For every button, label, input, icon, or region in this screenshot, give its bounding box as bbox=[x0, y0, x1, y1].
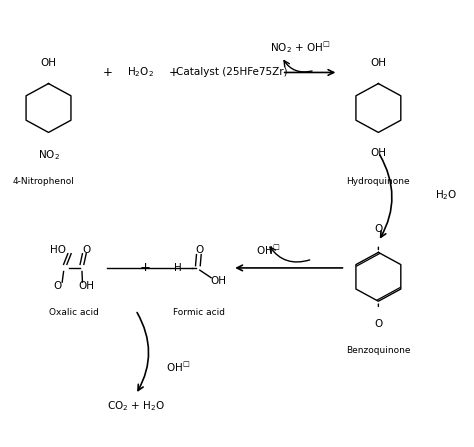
Text: HO: HO bbox=[50, 245, 66, 255]
Text: +: + bbox=[140, 261, 151, 274]
Text: Catalyst (25HFe75Zr): Catalyst (25HFe75Zr) bbox=[176, 67, 288, 77]
Text: OH: OH bbox=[40, 58, 56, 68]
Text: O: O bbox=[54, 281, 62, 291]
Text: Hydroquinone: Hydroquinone bbox=[346, 177, 410, 186]
Text: Formic acid: Formic acid bbox=[173, 308, 225, 317]
Text: OH: OH bbox=[78, 281, 94, 291]
Text: +: + bbox=[168, 66, 178, 79]
Text: Benzoquinone: Benzoquinone bbox=[346, 346, 410, 354]
Text: OH$^{□}$: OH$^{□}$ bbox=[255, 244, 280, 257]
Text: Oxalic acid: Oxalic acid bbox=[49, 308, 100, 317]
Text: 4-Nitrophenol: 4-Nitrophenol bbox=[13, 177, 75, 186]
Text: O: O bbox=[374, 224, 383, 234]
Text: O: O bbox=[195, 245, 203, 255]
Text: H: H bbox=[174, 263, 182, 273]
Text: CO$_2$ + H$_2$O: CO$_2$ + H$_2$O bbox=[107, 399, 165, 413]
Text: NO$_2$ + OH$^{□}$: NO$_2$ + OH$^{□}$ bbox=[270, 41, 331, 55]
Text: O: O bbox=[82, 245, 91, 255]
Text: +: + bbox=[102, 66, 112, 79]
Text: OH: OH bbox=[370, 58, 386, 68]
Text: O: O bbox=[374, 320, 383, 329]
Text: OH: OH bbox=[370, 148, 386, 158]
Text: H$_2$O: H$_2$O bbox=[435, 188, 457, 202]
Text: OH: OH bbox=[210, 276, 226, 286]
Text: NO$_2$: NO$_2$ bbox=[37, 148, 59, 162]
Text: H$_2$O$_2$: H$_2$O$_2$ bbox=[127, 66, 154, 80]
Text: OH$^{□}$: OH$^{□}$ bbox=[166, 361, 191, 375]
